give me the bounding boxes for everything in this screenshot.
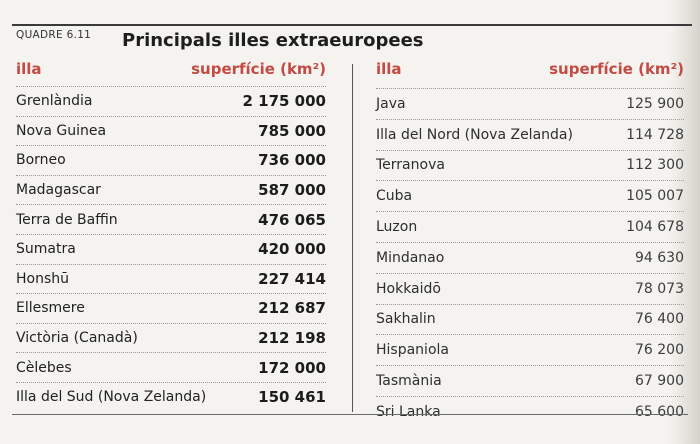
island-area: 94 630	[635, 249, 684, 266]
table-row: Borneo 736 000	[16, 145, 326, 175]
island-area: 212 198	[258, 329, 326, 348]
island-area: 105 007	[626, 188, 684, 205]
island-name: Mindanao	[376, 249, 445, 266]
left-table-body: Grenlàndia 2 175 000 Nova Guinea 785 000 B…	[16, 86, 326, 412]
table-row: Sri Lanka 65 600	[376, 395, 684, 427]
island-area: 736 000	[258, 151, 326, 170]
table-row: Sakhalin 76 400	[376, 303, 684, 335]
island-name: Illa del Nord (Nova Zelanda)	[376, 126, 573, 143]
island-area: 785 000	[258, 121, 326, 140]
table-code: QUADRE 6.11	[16, 29, 92, 41]
island-name: Tasmània	[376, 373, 442, 390]
table-row: Java 125 900	[376, 88, 684, 119]
island-header: illa	[376, 60, 402, 78]
table-title: Principals illes extraeuropees	[122, 30, 424, 51]
island-area: 420 000	[258, 240, 326, 259]
island-name: Ellesmere	[16, 300, 85, 317]
island-area: 112 300	[626, 157, 684, 174]
table-row: Ellesmere 212 687	[16, 293, 326, 323]
island-header: illa	[16, 60, 42, 78]
left-column-header: illa superfície (km²)	[16, 60, 326, 86]
island-name: Sumatra	[16, 241, 76, 258]
bottom-rule	[12, 414, 688, 415]
island-area: 125 900	[626, 95, 684, 112]
island-area: 76 400	[635, 311, 684, 328]
table-row: Luzon 104 678	[376, 211, 684, 242]
island-name: Borneo	[16, 152, 66, 169]
island-name: Victòria (Canadà)	[16, 330, 138, 347]
island-name: Cuba	[376, 188, 413, 205]
page-edge-shadow	[670, 0, 700, 444]
table-row: Mindanao 94 630	[376, 241, 684, 273]
island-area: 150 461	[258, 388, 326, 407]
table-row: Illa del Sud (Nova Zelanda) 150 461	[16, 381, 326, 412]
island-name: Grenlàndia	[16, 93, 93, 110]
island-name: Hokkaidō	[376, 280, 441, 297]
area-header: superfície (km²)	[549, 60, 684, 78]
table-row: Honshū 227 414	[16, 263, 326, 294]
island-area: 172 000	[258, 358, 326, 377]
island-area: 587 000	[258, 181, 326, 200]
island-name: Hispaniola	[376, 342, 449, 359]
island-name: Nova Guinea	[16, 122, 107, 139]
island-area: 227 414	[258, 269, 326, 288]
table-row: Victòria (Canadà) 212 198	[16, 322, 326, 353]
island-area: 76 200	[635, 342, 684, 359]
island-area: 212 687	[258, 299, 326, 318]
island-area: 67 900	[635, 373, 684, 390]
island-name: Terra de Baffin	[16, 211, 118, 228]
island-name: Sakhalin	[376, 311, 436, 328]
island-name: Honshū	[16, 270, 70, 287]
table-row: Nova Guinea 785 000	[16, 115, 326, 146]
island-name: Terranova	[376, 157, 445, 174]
island-area: 104 678	[626, 219, 684, 236]
island-name: Java	[376, 95, 406, 112]
table-row: Cuba 105 007	[376, 180, 684, 211]
right-column-header: illa superfície (km²)	[376, 60, 684, 86]
table-row: Cèlebes 172 000	[16, 352, 326, 382]
table-row: Hokkaidō 78 073	[376, 272, 684, 304]
table-row: Madagascar 587 000	[16, 174, 326, 205]
top-rule	[12, 24, 692, 26]
table-row: Illa del Nord (Nova Zelanda) 114 728	[376, 118, 684, 150]
table-row: Hispaniola 76 200	[376, 334, 684, 365]
island-name: Cèlebes	[16, 359, 72, 376]
island-area: 78 073	[635, 280, 684, 297]
table-row: Grenlàndia 2 175 000	[16, 86, 326, 116]
island-name: Madagascar	[16, 182, 101, 199]
island-name: Illa del Sud (Nova Zelanda)	[16, 389, 207, 406]
island-area: 114 728	[626, 126, 684, 143]
table-row: Terranova 112 300	[376, 149, 684, 181]
table-row: Sumatra 420 000	[16, 233, 326, 264]
island-name: Luzon	[376, 219, 418, 236]
island-name: Sri Lanka	[376, 403, 441, 420]
island-area: 2 175 000	[242, 92, 326, 111]
table-row: Tasmània 67 900	[376, 365, 684, 396]
column-divider	[352, 64, 353, 412]
area-header: superfície (km²)	[191, 60, 326, 78]
right-table-body: Java 125 900 Illa del Nord (Nova Zelanda)…	[376, 88, 684, 427]
table-row: Terra de Baffin 476 065	[16, 204, 326, 234]
island-area: 65 600	[635, 403, 684, 420]
island-area: 476 065	[258, 210, 326, 229]
